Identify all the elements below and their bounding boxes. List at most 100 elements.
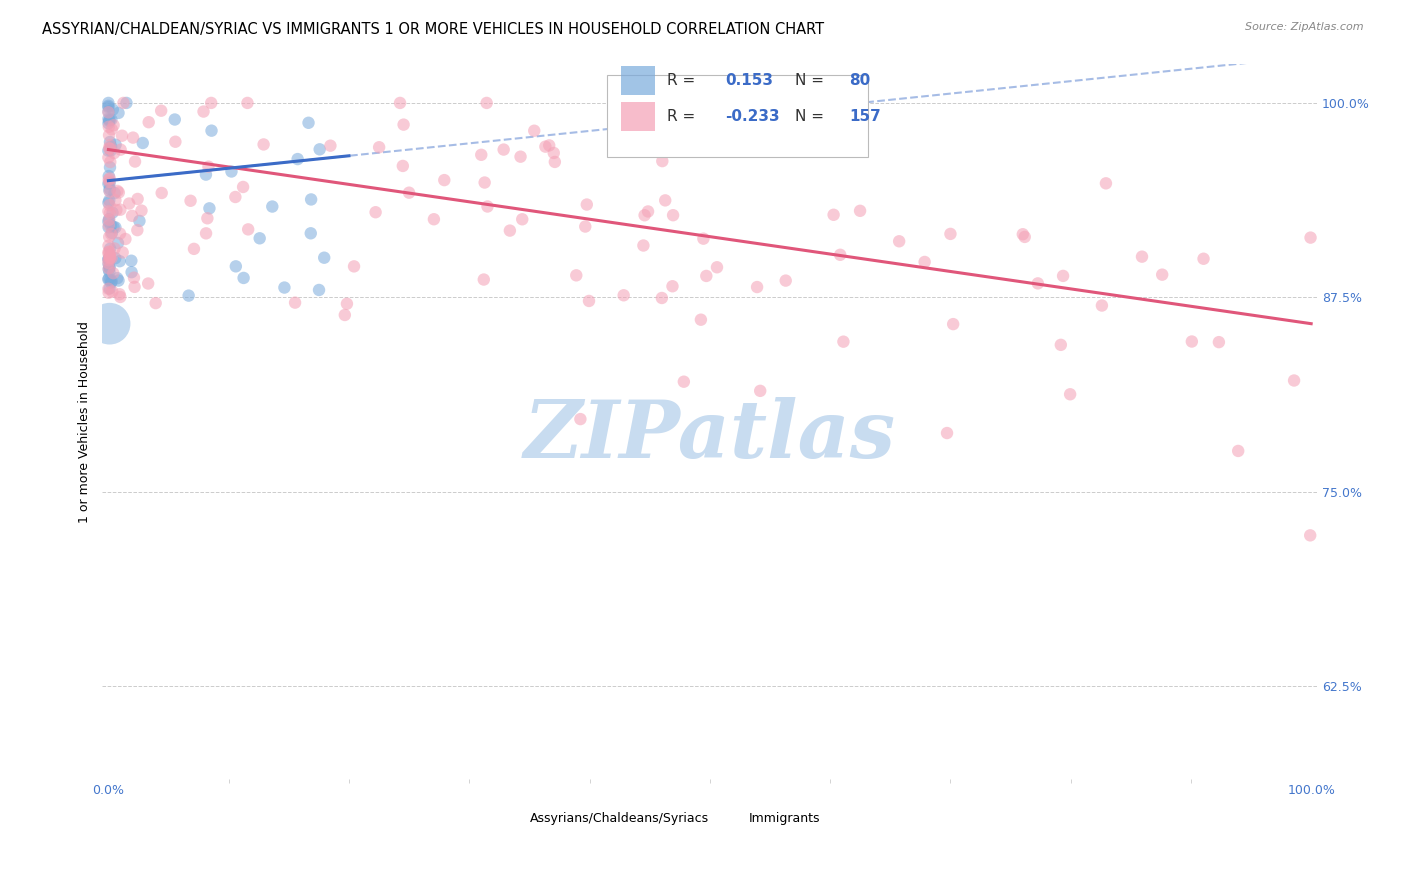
Point [100, 251, 122, 265]
Point [470, 148, 492, 162]
FancyBboxPatch shape [621, 66, 655, 95]
Point [97, 256, 120, 270]
Point [97, 151, 120, 165]
Point [692, 232, 714, 246]
Point [98, 198, 121, 212]
Point [177, 288, 200, 302]
Point [1208, 335, 1230, 350]
Point [107, 235, 129, 250]
Y-axis label: 1 or more Vehicles in Household: 1 or more Vehicles in Household [79, 321, 91, 523]
Point [97, 252, 120, 267]
Point [98, 175, 121, 189]
Point [163, 112, 186, 127]
Point [299, 193, 322, 207]
Point [433, 173, 456, 187]
Point [575, 197, 598, 211]
Point [97, 177, 120, 191]
Point [509, 150, 531, 164]
Point [849, 203, 872, 218]
Point [745, 280, 768, 294]
Point [103, 220, 125, 235]
Point [128, 214, 150, 228]
Point [110, 143, 132, 157]
Point [389, 95, 412, 110]
Point [273, 280, 295, 294]
Point [1011, 227, 1033, 242]
Point [98, 161, 121, 175]
Point [690, 312, 713, 326]
Point [98, 212, 121, 227]
Point [252, 137, 274, 152]
Point [103, 118, 125, 132]
Point [98, 260, 121, 274]
Point [942, 317, 965, 331]
Point [643, 143, 665, 157]
Point [97, 100, 120, 114]
Point [97, 244, 120, 259]
Point [104, 137, 127, 152]
Point [775, 274, 797, 288]
Point [538, 138, 561, 153]
Point [111, 245, 134, 260]
Point [98, 242, 121, 256]
Point [499, 224, 522, 238]
Point [474, 176, 496, 190]
Point [1059, 387, 1081, 401]
Point [661, 279, 683, 293]
Point [830, 248, 852, 262]
Point [98, 176, 121, 190]
Point [544, 155, 567, 169]
Point [97, 104, 120, 119]
Point [183, 242, 205, 256]
Text: ASSYRIAN/CHALDEAN/SYRIAC VS IMMIGRANTS 1 OR MORE VEHICLES IN HOUSEHOLD CORRELATI: ASSYRIAN/CHALDEAN/SYRIAC VS IMMIGRANTS 1… [42, 22, 824, 37]
Point [523, 124, 546, 138]
Text: Immigrants: Immigrants [748, 812, 820, 825]
Point [543, 145, 565, 160]
Point [111, 128, 134, 143]
Point [492, 143, 515, 157]
Point [121, 265, 143, 279]
Point [107, 184, 129, 198]
Point [224, 190, 246, 204]
Text: R =: R = [668, 73, 700, 88]
Point [195, 227, 218, 241]
Point [1152, 268, 1174, 282]
Point [98, 141, 121, 155]
Point [107, 106, 129, 120]
Point [145, 296, 167, 310]
Point [364, 205, 387, 219]
Point [1181, 334, 1204, 349]
Point [98, 138, 121, 153]
Point [132, 136, 155, 150]
Point [97, 246, 120, 260]
Point [314, 251, 336, 265]
Point [136, 277, 159, 291]
Point [195, 211, 218, 226]
Point [1014, 230, 1036, 244]
Point [654, 194, 676, 208]
Point [103, 266, 125, 280]
Point [122, 270, 145, 285]
Text: 80: 80 [849, 73, 870, 88]
Point [98, 281, 121, 295]
Point [749, 384, 772, 398]
Text: 0.153: 0.153 [725, 73, 773, 88]
Point [633, 208, 655, 222]
Point [180, 194, 202, 208]
Point [97, 219, 120, 233]
Point [238, 222, 260, 236]
Point [651, 154, 673, 169]
Point [97, 220, 120, 235]
Point [98, 265, 121, 279]
Point [127, 192, 149, 206]
Point [98, 230, 121, 244]
Point [97, 195, 120, 210]
Point [101, 205, 124, 219]
Point [198, 202, 221, 216]
Point [472, 272, 495, 286]
FancyBboxPatch shape [621, 102, 655, 130]
Point [1049, 338, 1071, 352]
Point [98, 128, 121, 143]
Point [127, 223, 149, 237]
Point [104, 251, 127, 265]
